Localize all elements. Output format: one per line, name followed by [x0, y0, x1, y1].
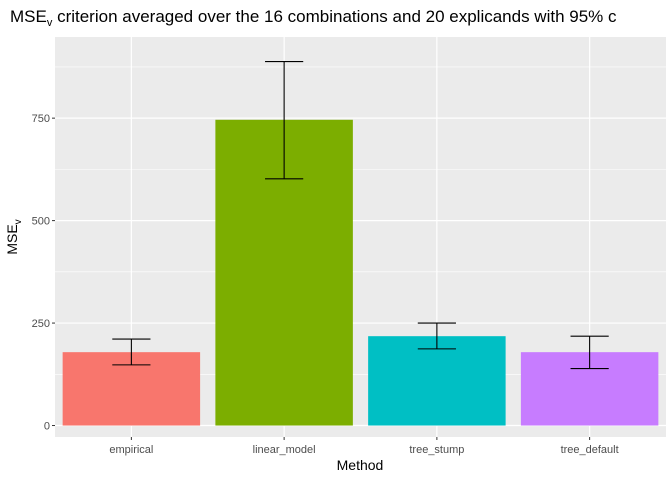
x-tick-label: tree_default [561, 444, 619, 456]
bar-tree_stump [368, 336, 506, 426]
x-tick-label: empirical [109, 444, 153, 456]
y-axis-title-main: MSE [4, 224, 20, 254]
y-tick-label: 500 [32, 216, 50, 228]
x-axis: empirical linear_model tree_stump tree_defa… [109, 437, 619, 456]
x-axis-title: Method [337, 457, 384, 473]
error-bar-empirical [112, 338, 151, 366]
y-axis: 0 250 500 750 [32, 113, 55, 433]
y-axis-title: MSEv [4, 219, 24, 254]
y-axis-title-sub: v [13, 219, 24, 224]
x-tick-label: linear_model [253, 444, 316, 456]
error-bars [112, 61, 609, 370]
y-tick-label: 750 [32, 113, 50, 125]
x-tick-label: tree_stump [409, 444, 464, 456]
chart-title: MSEv criterion averaged over the 16 comb… [10, 7, 617, 29]
error-bar-tree_stump [417, 322, 456, 350]
error-bar-linear_model [265, 61, 304, 180]
error-bar-tree_default [570, 335, 609, 370]
chart-title-rest: criterion averaged over the 16 combinati… [52, 7, 617, 26]
bars [62, 119, 659, 426]
chart-title-sub: v [47, 17, 53, 29]
y-tick-label: 0 [44, 421, 50, 433]
y-axis-title-group: MSEv [4, 219, 24, 254]
chart-title-main: MSE [10, 7, 47, 26]
y-tick-label: 250 [32, 318, 50, 330]
